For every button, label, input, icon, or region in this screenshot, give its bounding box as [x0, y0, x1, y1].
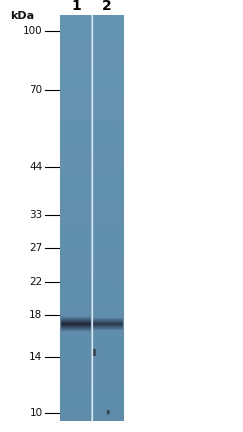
Text: 10: 10: [29, 408, 43, 418]
Text: 2: 2: [102, 0, 112, 13]
Text: 33: 33: [29, 210, 43, 220]
Text: 1: 1: [72, 0, 81, 13]
Text: 44: 44: [29, 162, 43, 172]
Text: 18: 18: [29, 310, 43, 320]
Text: 14: 14: [29, 352, 43, 362]
Text: 100: 100: [23, 26, 43, 36]
Text: kDa: kDa: [10, 11, 34, 21]
Text: 27: 27: [29, 243, 43, 253]
Text: 22: 22: [29, 277, 43, 287]
Text: 70: 70: [29, 85, 43, 95]
